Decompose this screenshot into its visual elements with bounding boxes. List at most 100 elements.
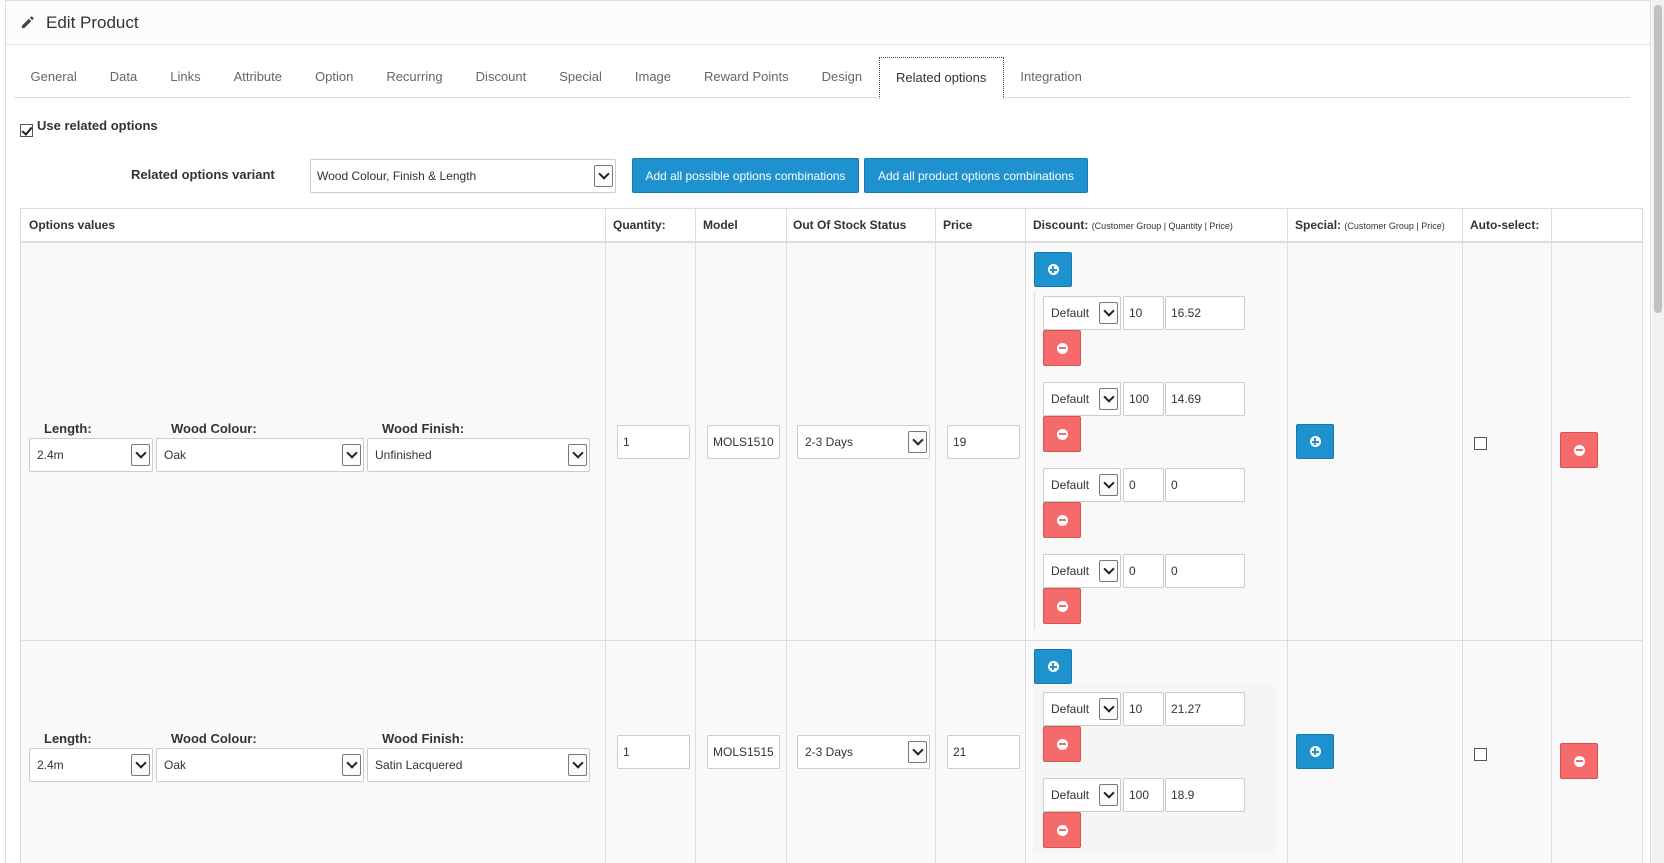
chevron-down-icon [908, 431, 927, 453]
chevron-down-icon [131, 754, 150, 776]
length-select[interactable]: 2.4m [29, 748, 153, 782]
scrollbar-thumb[interactable] [1654, 5, 1662, 313]
discount-quantity-input[interactable]: 10 [1123, 296, 1164, 330]
tab-discount[interactable]: Discount [475, 69, 527, 84]
length-select[interactable]: 2.4m [29, 438, 153, 472]
discount-quantity-input[interactable]: 100 [1123, 778, 1164, 812]
related-options-variant-label: Related options variant [131, 167, 275, 182]
tab-general[interactable]: General [30, 69, 77, 84]
tab-attribute[interactable]: Attribute [233, 69, 282, 84]
add-all-possible-combinations-button[interactable]: Add all possible options combinations [632, 158, 859, 193]
wood-colour-select[interactable]: Oak [156, 748, 364, 782]
discount-group-select[interactable]: Default [1043, 778, 1121, 812]
chevron-down-icon [1099, 302, 1118, 324]
tab-reward-points[interactable]: Reward Points [704, 69, 789, 84]
add-discount-button[interactable] [1034, 252, 1072, 287]
tab-design[interactable]: Design [821, 69, 863, 84]
quantity-input[interactable]: 1 [617, 425, 690, 459]
plus-circle-icon [1309, 746, 1321, 757]
chevron-down-icon [568, 754, 587, 776]
discount-quantity-input[interactable]: 0 [1123, 468, 1164, 502]
remove-discount-button[interactable] [1043, 416, 1081, 452]
discount-price-input[interactable]: 0 [1165, 554, 1245, 588]
wood-colour-select[interactable]: Oak [156, 438, 364, 472]
discount-price-input[interactable]: 0 [1165, 468, 1245, 502]
minus-circle-icon [1573, 444, 1585, 456]
minus-circle-icon [1056, 738, 1068, 750]
discount-group-select[interactable]: Default [1043, 296, 1121, 330]
model-input[interactable]: MOLS1515 [707, 735, 780, 769]
auto-select-checkbox[interactable] [1474, 437, 1487, 450]
table-border [935, 208, 936, 863]
tab-special[interactable]: Special [559, 69, 602, 84]
add-all-product-combinations-button[interactable]: Add all product options combinations [864, 158, 1088, 193]
remove-discount-button[interactable] [1043, 812, 1081, 848]
discount-group-value: Default [1051, 702, 1090, 716]
wood-finish-select[interactable]: Unfinished [367, 438, 590, 472]
table-border [786, 208, 787, 863]
plus-circle-icon [1047, 264, 1059, 275]
discount-price-input[interactable]: 21.27 [1165, 692, 1245, 726]
remove-discount-button[interactable] [1043, 588, 1081, 624]
discount-price-input[interactable]: 18.9 [1165, 778, 1245, 812]
tab-image[interactable]: Image [634, 69, 672, 84]
panel-heading: Edit Product [6, 1, 1650, 45]
header-special-label: Special: [1295, 218, 1342, 232]
discount-group-select[interactable]: Default [1043, 382, 1121, 416]
remove-discount-button[interactable] [1043, 502, 1081, 538]
page-title: Edit Product [46, 12, 139, 32]
related-options-variant-select[interactable]: Wood Colour, Finish & Length [310, 159, 616, 193]
header-options-values: Options values [29, 218, 116, 232]
discount-quantity-input[interactable]: 10 [1123, 692, 1164, 726]
chevron-down-icon [342, 754, 361, 776]
tab-option[interactable]: Option [315, 69, 354, 84]
use-related-options-checkbox[interactable] [20, 124, 33, 137]
discount-quantity-input[interactable]: 0 [1123, 554, 1164, 588]
add-special-button[interactable] [1296, 424, 1334, 459]
remove-row-button[interactable] [1560, 743, 1598, 779]
discount-group-select[interactable]: Default [1043, 692, 1121, 726]
auto-select-checkbox[interactable] [1474, 748, 1487, 761]
discount-group-select[interactable]: Default [1043, 554, 1121, 588]
table-border [20, 208, 21, 863]
price-input[interactable]: 19 [947, 425, 1020, 459]
page-scrollbar[interactable] [1652, 0, 1664, 863]
quantity-input[interactable]: 1 [617, 735, 690, 769]
discount-price-input[interactable]: 16.52 [1165, 296, 1245, 330]
remove-discount-button[interactable] [1043, 726, 1081, 762]
stock-status-select[interactable]: 2-3 Days [797, 735, 930, 769]
remove-row-button[interactable] [1560, 432, 1598, 468]
header-out-of-stock-status: Out Of Stock Status [793, 218, 907, 232]
tab-data[interactable]: Data [109, 69, 138, 84]
plus-circle-icon [1309, 436, 1321, 447]
price-input[interactable]: 21 [947, 735, 1020, 769]
wood-finish-label: Wood Finish: [382, 731, 465, 746]
discount-group-value: Default [1051, 306, 1090, 320]
stock-status-value: 2-3 Days [805, 435, 854, 449]
length-value: 2.4m [37, 758, 64, 772]
wood-finish-select[interactable]: Satin Lacquered [367, 748, 590, 782]
chevron-down-icon [342, 444, 361, 466]
discount-price-input[interactable]: 14.69 [1165, 382, 1245, 416]
discount-group-value: Default [1051, 478, 1090, 492]
chevron-down-icon [594, 165, 613, 187]
add-special-button[interactable] [1296, 734, 1334, 769]
stock-status-select[interactable]: 2-3 Days [797, 425, 930, 459]
header-special: Special: (Customer Group | Price) [1295, 218, 1445, 232]
table-border [20, 208, 1643, 209]
chevron-down-icon [131, 444, 150, 466]
tab-recurring[interactable]: Recurring [386, 69, 443, 84]
tab-integration[interactable]: Integration [1020, 69, 1082, 84]
wood-finish-value: Satin Lacquered [375, 758, 463, 772]
table-border [20, 241, 1643, 243]
discount-group-select[interactable]: Default [1043, 468, 1121, 502]
tab-related-options[interactable]: Related options [878, 57, 1004, 99]
model-input[interactable]: MOLS1510 [707, 425, 780, 459]
discount-quantity-input[interactable]: 100 [1123, 382, 1164, 416]
pencil-icon [21, 16, 34, 29]
add-discount-button[interactable] [1034, 649, 1072, 684]
remove-discount-button[interactable] [1043, 330, 1081, 366]
header-special-sub: (Customer Group | Price) [1344, 221, 1445, 231]
tab-links[interactable]: Links [170, 69, 201, 84]
discount-divider [1034, 292, 1035, 630]
